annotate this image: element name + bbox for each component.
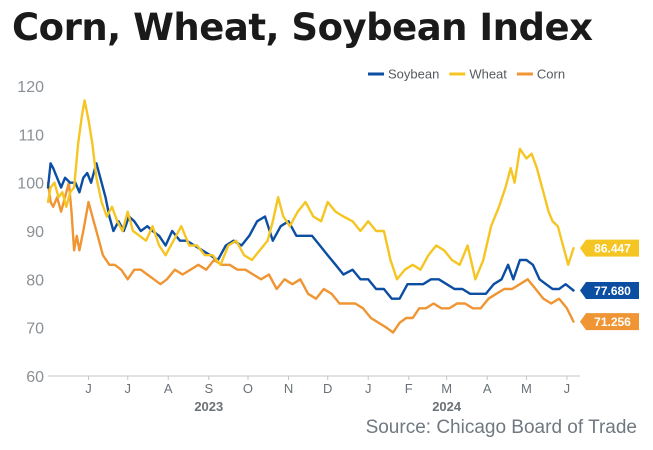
plot-area: [46, 99, 575, 334]
legend-item-corn: Corn: [516, 67, 565, 82]
legend-label: Soybean: [388, 67, 439, 82]
series-line-corn: [46, 181, 575, 334]
source-note: Source: Chicago Board of Trade: [365, 417, 637, 438]
x-tick-label: S: [204, 381, 213, 396]
end-value-labels: 77.680 86.447 71.256: [580, 239, 639, 331]
x-tick-label: J: [564, 381, 571, 396]
x-tick-label: J: [124, 381, 131, 396]
end-label-value: 86.447: [594, 242, 631, 256]
x-axis: J J A S O N D J F M A M J 2023 2024: [48, 375, 580, 414]
end-label-soybean: 77.680: [580, 282, 639, 300]
x-tick-label: O: [243, 381, 253, 396]
x-year-label: 2023: [194, 399, 223, 414]
x-tick-label: A: [483, 381, 492, 396]
x-tick-label: M: [521, 381, 532, 396]
legend-item-wheat: Wheat: [449, 67, 507, 82]
series-line-soybean: [46, 162, 575, 300]
y-tick-label: 110: [18, 127, 44, 144]
x-tick-label: J: [365, 381, 372, 396]
x-tick-label: N: [284, 381, 293, 396]
legend-label: Corn: [537, 67, 565, 82]
chart-title: Corn, Wheat, Soybean Index: [12, 6, 593, 49]
x-tick-label: D: [323, 381, 332, 396]
y-tick-label: 90: [26, 224, 44, 241]
x-tick-label: A: [164, 381, 173, 396]
x-year-label: 2024: [432, 399, 462, 414]
end-label-value: 77.680: [594, 284, 631, 298]
y-tick-label: 120: [17, 79, 44, 96]
end-label-wheat: 86.447: [580, 239, 639, 257]
y-tick-label: 100: [17, 176, 44, 193]
y-axis: 60 70 80 90 100 110 120: [17, 79, 44, 386]
legend: Soybean Wheat Corn: [368, 67, 565, 82]
y-tick-label: 80: [26, 272, 44, 289]
end-label-value: 71.256: [594, 315, 631, 329]
x-tick-label: M: [441, 381, 452, 396]
y-tick-label: 60: [26, 369, 44, 386]
x-tick-label: J: [85, 381, 92, 396]
legend-item-soybean: Soybean: [368, 67, 439, 82]
end-label-corn: 71.256: [580, 313, 639, 331]
x-tick-label: F: [405, 381, 413, 396]
y-tick-label: 70: [26, 321, 44, 338]
legend-label: Wheat: [469, 67, 507, 82]
end-label-tab: [580, 313, 639, 331]
series-line-wheat: [46, 99, 575, 281]
end-label-tab: [580, 239, 639, 257]
end-label-tab: [580, 282, 639, 300]
